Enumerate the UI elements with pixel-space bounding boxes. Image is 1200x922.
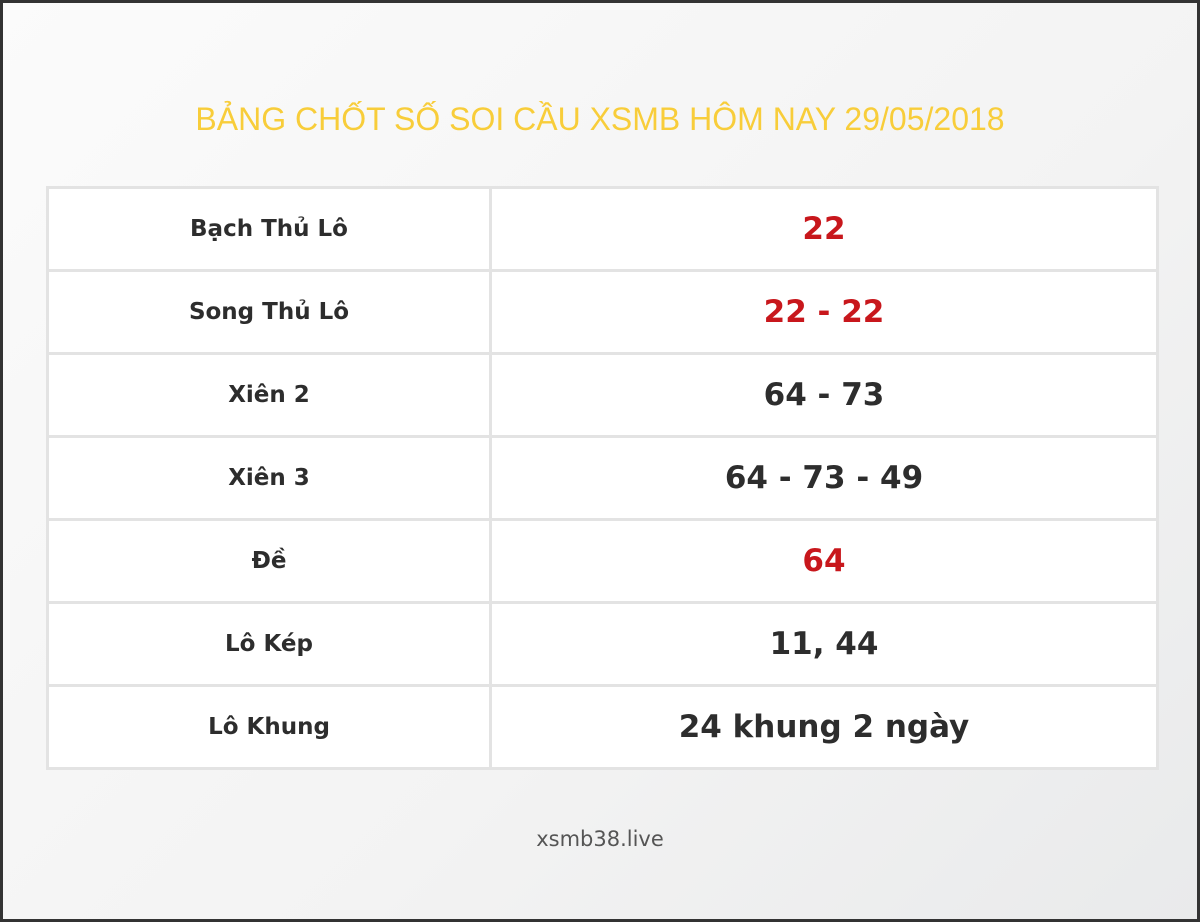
row-value: 64 - 73 - 49	[489, 435, 1159, 521]
table-row: Bạch Thủ Lô 22	[46, 186, 1159, 272]
site-footer: xsmb38.live	[536, 827, 664, 851]
row-label: Đề	[46, 518, 492, 604]
row-label: Bạch Thủ Lô	[46, 186, 492, 272]
row-value: 11, 44	[489, 601, 1159, 687]
row-label: Xiên 2	[46, 352, 492, 438]
row-value: 24 khung 2 ngày	[489, 684, 1159, 770]
table-row: Xiên 2 64 - 73	[46, 352, 1159, 438]
row-value: 64 - 73	[489, 352, 1159, 438]
row-label: Lô Khung	[46, 684, 492, 770]
table-row: Lô Kép 11, 44	[46, 601, 1159, 687]
row-value: 64	[489, 518, 1159, 604]
row-label: Song Thủ Lô	[46, 269, 492, 355]
page-title: BẢNG CHỐT SỐ SOI CẦU XSMB HÔM NAY 29/05/…	[195, 101, 1005, 137]
row-label: Lô Kép	[46, 601, 492, 687]
table-row: Song Thủ Lô 22 - 22	[46, 269, 1159, 355]
table-row: Đề 64	[46, 518, 1159, 604]
row-value: 22 - 22	[489, 269, 1159, 355]
table-row: Lô Khung 24 khung 2 ngày	[46, 684, 1159, 770]
row-value: 22	[489, 186, 1159, 272]
row-label: Xiên 3	[46, 435, 492, 521]
table-row: Xiên 3 64 - 73 - 49	[46, 435, 1159, 521]
prediction-table: Bạch Thủ Lô 22 Song Thủ Lô 22 - 22 Xiên 2 64 …	[46, 186, 1159, 770]
